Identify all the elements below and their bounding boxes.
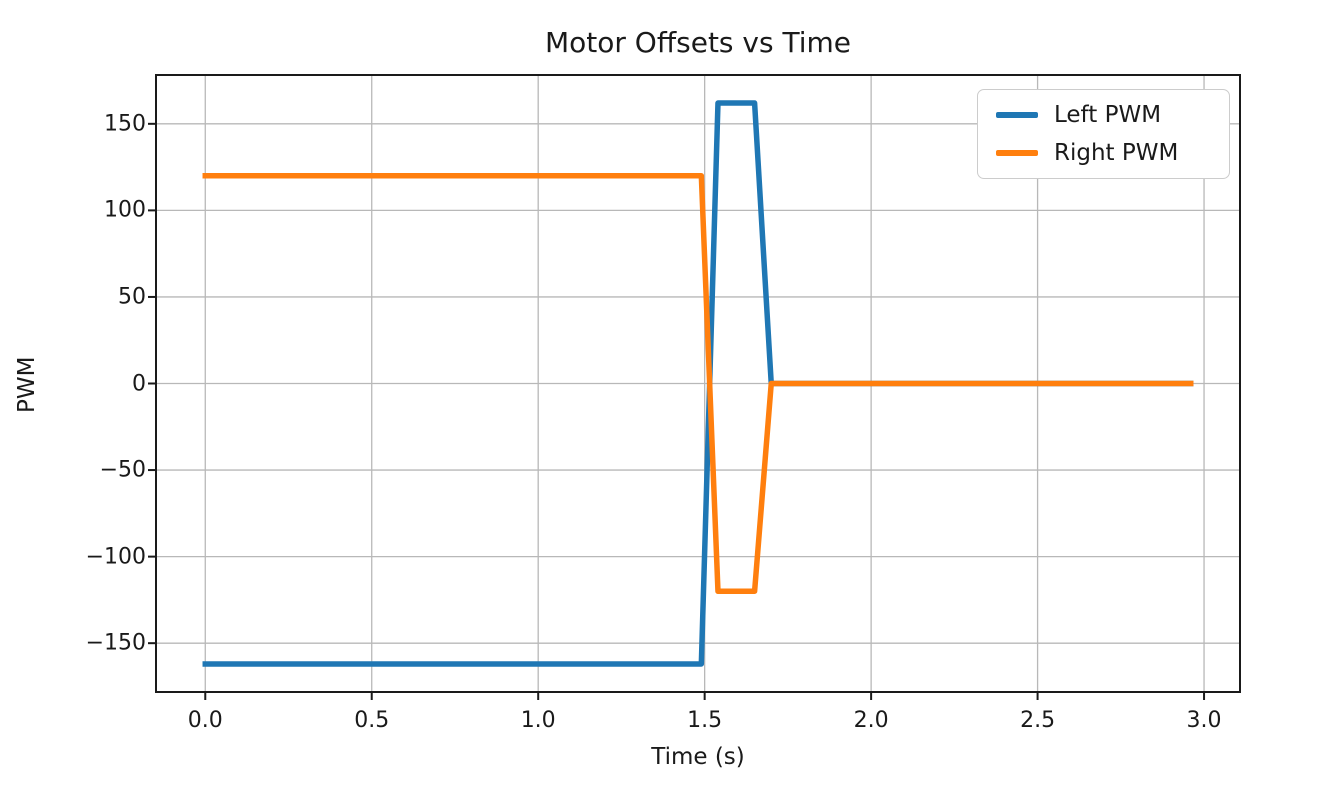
y-tick-label: 100 bbox=[104, 197, 146, 223]
y-tick-label: 150 bbox=[104, 111, 146, 137]
y-tick-label: 50 bbox=[118, 284, 146, 310]
y-tick-label: −150 bbox=[85, 630, 146, 656]
legend-line-swatch bbox=[996, 150, 1038, 156]
x-tick-label: 3.0 bbox=[1186, 708, 1222, 733]
x-tick-label: 2.5 bbox=[1020, 708, 1056, 733]
chart-title: Motor Offsets vs Time bbox=[544, 26, 851, 59]
legend-entry-left-pwm: Left PWM bbox=[996, 102, 1219, 128]
legend-entry-right-pwm: Right PWM bbox=[996, 140, 1219, 166]
legend-line-swatch bbox=[996, 112, 1038, 118]
y-axis-label: PWM bbox=[14, 356, 40, 414]
y-tick-label: 0 bbox=[132, 371, 146, 396]
x-tick-label: 1.5 bbox=[687, 708, 723, 733]
x-tick-label: 1.0 bbox=[520, 708, 556, 733]
y-tick-label: −50 bbox=[99, 457, 146, 483]
legend-label: Right PWM bbox=[1054, 140, 1179, 166]
series-line-right-pwm bbox=[202, 173, 1194, 594]
x-tick-label: 0.0 bbox=[187, 708, 223, 733]
y-tick-label: −100 bbox=[85, 544, 146, 570]
x-tick-label: 0.5 bbox=[354, 708, 390, 733]
x-tick-label: 2.0 bbox=[853, 708, 889, 733]
legend: Left PWM Right PWM bbox=[977, 89, 1230, 179]
legend-label: Left PWM bbox=[1054, 102, 1162, 128]
x-axis-label: Time (s) bbox=[651, 744, 745, 770]
